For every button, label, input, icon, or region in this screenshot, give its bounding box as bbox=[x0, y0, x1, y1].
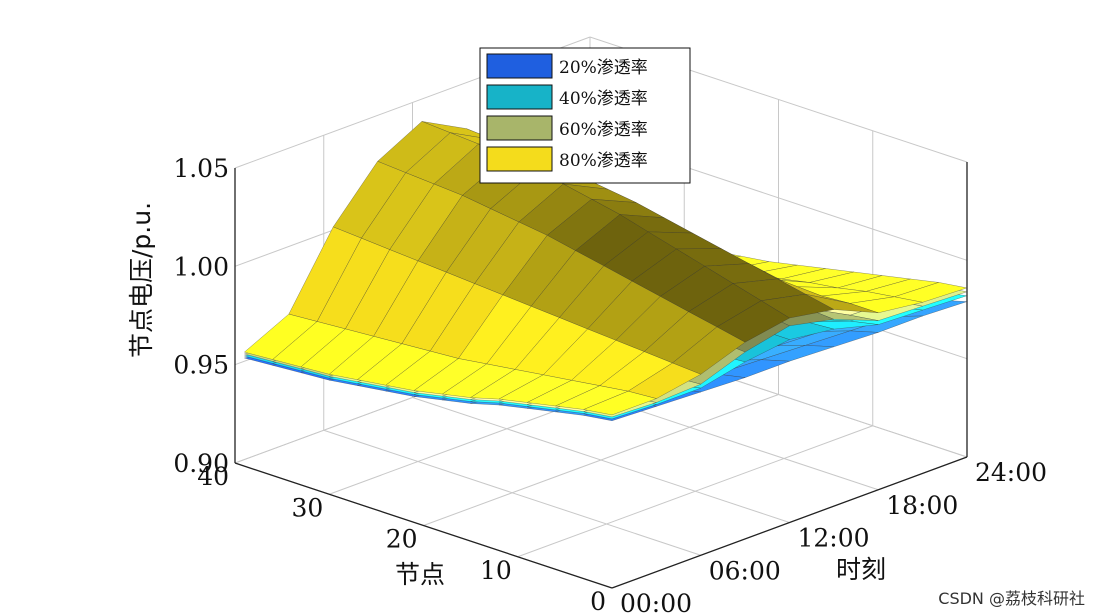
tick-labels: 0.90 0.95 1.00 1.05 0 10 20 30 40 00:00 06:00 12:00… bbox=[173, 154, 1047, 615]
y-axis-label: 时刻 bbox=[836, 555, 886, 584]
y-tick-label: 18:00 bbox=[886, 491, 958, 520]
x-tick-label: 0 bbox=[590, 587, 606, 615]
z-tick-label: 0.95 bbox=[173, 351, 229, 380]
z-tick-label: 0.90 bbox=[173, 449, 229, 478]
y-tick-label: 12:00 bbox=[798, 524, 870, 553]
x-tick-label: 40 bbox=[197, 462, 229, 491]
floor-grid-line bbox=[323, 429, 701, 556]
legend-swatch bbox=[486, 146, 553, 172]
y-tick-label: 00:00 bbox=[620, 589, 692, 615]
x-tick-label: 10 bbox=[480, 556, 512, 585]
legend-swatch bbox=[486, 53, 553, 79]
axis-edge bbox=[611, 456, 968, 589]
watermark: CSDN @荔枝科研社 bbox=[938, 589, 1085, 608]
legend: 20%渗透率 40%渗透率 60%渗透率 80%渗透率 bbox=[479, 47, 691, 184]
legend-label: 80%渗透率 bbox=[559, 151, 648, 171]
legend-label: 60%渗透率 bbox=[559, 120, 648, 140]
floor-grid-line bbox=[412, 397, 790, 523]
axis-edge bbox=[234, 462, 613, 589]
x-tick-label: 20 bbox=[386, 525, 418, 554]
x-axis-label: 节点 bbox=[395, 560, 445, 589]
legend-label: 40%渗透率 bbox=[559, 89, 648, 109]
surface-patch-4 bbox=[582, 390, 658, 416]
z-tick-label: 1.05 bbox=[173, 154, 229, 183]
z-axis-label: 节点电压/p.u. bbox=[127, 202, 156, 358]
legend-label: 20%渗透率 bbox=[559, 58, 648, 78]
y-tick-label: 24:00 bbox=[975, 458, 1047, 487]
surface-series bbox=[243, 121, 968, 422]
x-tick-label: 30 bbox=[291, 493, 323, 522]
y-tick-label: 06:00 bbox=[709, 556, 781, 585]
legend-swatch bbox=[486, 84, 553, 110]
z-tick-label: 1.00 bbox=[173, 252, 229, 281]
legend-swatch bbox=[486, 115, 553, 141]
